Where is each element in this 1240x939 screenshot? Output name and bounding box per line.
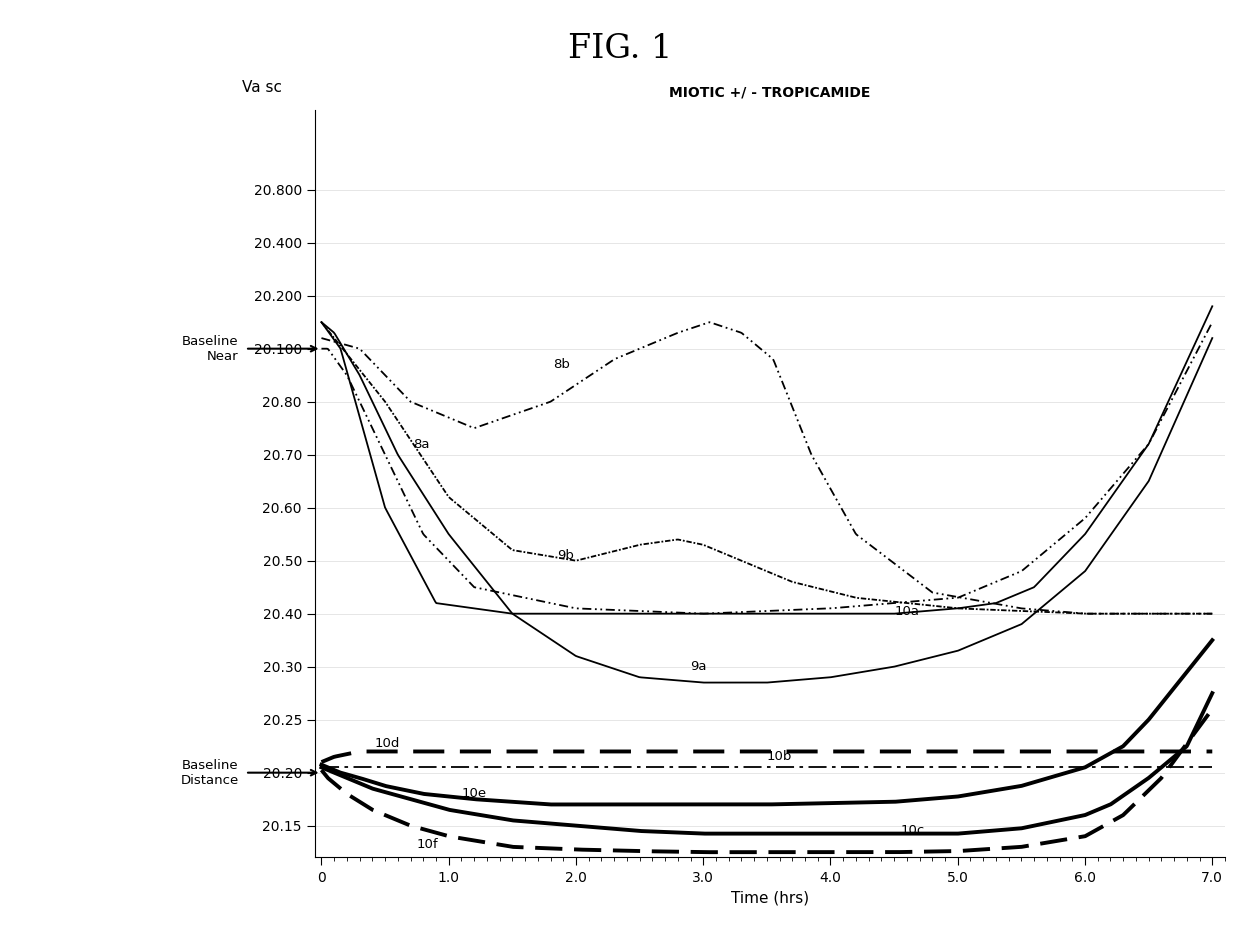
Text: 8a: 8a [413,438,429,451]
Text: 10c: 10c [900,824,925,838]
Text: FIG. 1: FIG. 1 [568,33,672,65]
Text: 9a: 9a [691,660,707,673]
Text: Baseline
Distance: Baseline Distance [181,759,239,787]
Text: 8b: 8b [553,358,570,371]
Title: MIOTIC +/ - TROPICAMIDE: MIOTIC +/ - TROPICAMIDE [670,85,870,100]
Text: 10e: 10e [461,788,486,800]
Text: Baseline
Near: Baseline Near [182,334,239,362]
Text: 10b: 10b [766,750,792,763]
Text: 9b: 9b [557,549,574,562]
Text: 10a: 10a [894,605,919,618]
X-axis label: Time (hrs): Time (hrs) [732,890,810,905]
Text: 10f: 10f [417,838,439,851]
Text: 10d: 10d [374,737,401,750]
Text: Va sc: Va sc [242,80,283,95]
